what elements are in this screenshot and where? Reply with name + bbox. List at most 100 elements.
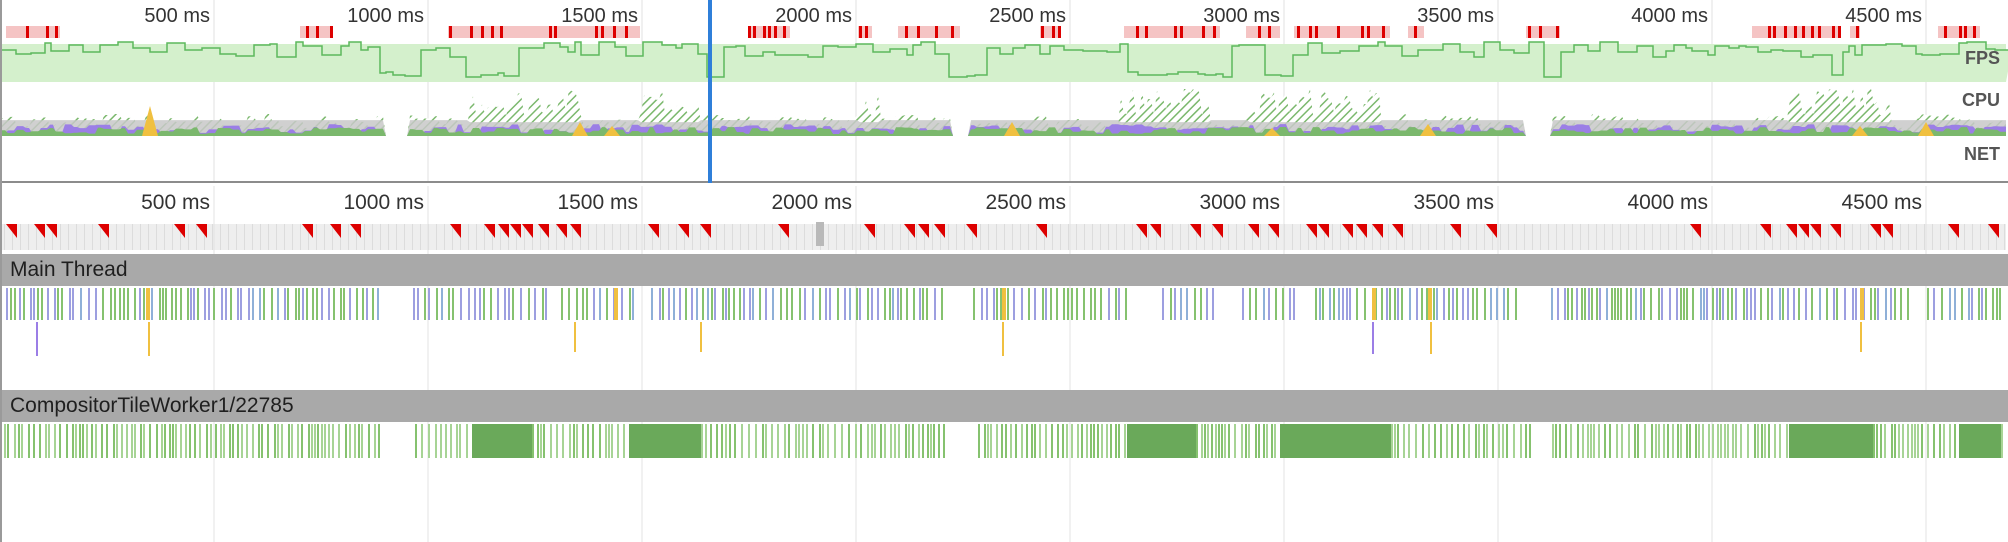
frame-divider (1484, 224, 1485, 250)
main-thread-subevent (1002, 322, 1004, 356)
compositor-event (232, 424, 234, 458)
frame-jank-marker (1337, 26, 1340, 38)
frame-divider (412, 224, 413, 250)
frame-divider (716, 224, 717, 250)
frame-jank-marker (1268, 26, 1271, 38)
overview-tick-label: 1500 ms (561, 5, 638, 27)
compositor-event (996, 424, 998, 458)
compositor-event (1391, 424, 1393, 458)
compositor-event (729, 424, 731, 458)
compositor-event (1340, 424, 1343, 458)
compositor-event (1097, 424, 1099, 458)
selection-handle[interactable] (708, 0, 712, 183)
compositor-event (1914, 424, 1916, 458)
frame-jank-marker (470, 26, 473, 38)
main-thread-event (448, 288, 450, 320)
frame-divider (516, 224, 517, 250)
main-thread-event (1630, 288, 1632, 320)
compositor-event (734, 424, 736, 458)
compositor-event-graph[interactable] (0, 422, 2008, 462)
frame-divider (940, 224, 941, 250)
compositor-event (1178, 424, 1181, 458)
main-thread-event (1045, 288, 1047, 320)
compositor-event (1980, 424, 1983, 458)
compositor-event (1408, 424, 1410, 458)
compositor-event (582, 424, 584, 458)
main-thread-event (508, 288, 510, 320)
compositor-event (1292, 424, 1295, 458)
compositor-event (440, 424, 442, 458)
overview-graph[interactable]: 500 ms 1000 ms 1500 ms 2000 ms 2500 ms 3000 m… (0, 0, 2008, 186)
compositor-track-header[interactable]: CompositorTileWorker1/22785 (2, 390, 2008, 422)
frame-alert-marker (34, 224, 45, 238)
frame-divider (1852, 224, 1853, 250)
main-thread-event (1894, 288, 1896, 320)
main-thread-event (1067, 288, 1069, 320)
main-thread-event (1034, 288, 1036, 320)
frame-divider (1940, 224, 1941, 250)
compositor-event (860, 424, 862, 458)
net-lane-label: NET (1964, 144, 2000, 164)
main-thread-track-header[interactable]: Main Thread (2, 254, 2008, 286)
frame-divider (1076, 224, 1077, 250)
compositor-event (490, 424, 493, 458)
compositor-event (1475, 424, 1477, 458)
main-thread-event (1021, 288, 1023, 320)
main-thread-event (306, 288, 308, 320)
compositor-event (1587, 424, 1589, 458)
frame-divider (428, 224, 429, 250)
main-thread-event (479, 288, 481, 320)
frame-divider (1092, 224, 1093, 250)
overview-pane[interactable]: 500 ms 1000 ms 1500 ms 2000 ms 2500 ms 3000 m… (0, 0, 2008, 186)
main-thread-event (102, 288, 104, 320)
frame-divider (36, 224, 37, 250)
compositor-event (1066, 424, 1068, 458)
compositor-event (1695, 424, 1697, 458)
compositor-event (210, 424, 212, 458)
frame-jank-marker (1811, 26, 1814, 38)
main-thread-event (1611, 288, 1613, 320)
compositor-event (1831, 424, 1834, 458)
compositor-event (1717, 424, 1719, 458)
frame-divider (196, 224, 197, 250)
main-thread-event (47, 288, 49, 320)
frame-divider (660, 224, 661, 250)
compositor-event (1271, 424, 1273, 458)
frame-divider (556, 224, 557, 250)
timeline-ruler[interactable]: 500 ms 1000 ms 1500 ms 2000 ms 2500 ms 3000 m… (0, 186, 2008, 252)
compositor-event (569, 424, 571, 458)
frame-divider (1908, 224, 1909, 250)
main-thread-event (759, 288, 761, 320)
compositor-event (172, 424, 174, 458)
main-thread-events[interactable] (0, 286, 2008, 386)
main-thread-event (1180, 288, 1182, 320)
compositor-events[interactable] (0, 422, 2008, 462)
compositor-event (644, 424, 647, 458)
compositor-event (1644, 424, 1646, 458)
compositor-event (1873, 424, 1875, 458)
frame-divider (700, 224, 701, 250)
frame-divider (1148, 224, 1149, 250)
compositor-event (514, 424, 517, 458)
frame-divider (1332, 224, 1333, 250)
compositor-event (267, 424, 269, 458)
frame-warning-bar (6, 26, 60, 38)
compositor-event (1977, 424, 1980, 458)
compositor-event (1804, 424, 1807, 458)
compositor-event (1727, 424, 1729, 458)
main-thread-event (349, 288, 351, 320)
frame-divider (76, 224, 77, 250)
frame-divider (708, 224, 709, 250)
compositor-event (1609, 424, 1611, 458)
compositor-event (874, 424, 876, 458)
compositor-event (1795, 424, 1798, 458)
frame-alert-marker (570, 224, 581, 238)
main-thread-event (287, 288, 289, 320)
main-thread-event (1472, 288, 1474, 320)
compositor-event (978, 424, 980, 458)
main-thread-event (57, 288, 59, 320)
frame-alert-marker (98, 224, 109, 238)
compositor-event (556, 424, 558, 458)
main-thread-event (1042, 288, 1044, 320)
main-thread-event-graph[interactable] (0, 286, 2008, 386)
